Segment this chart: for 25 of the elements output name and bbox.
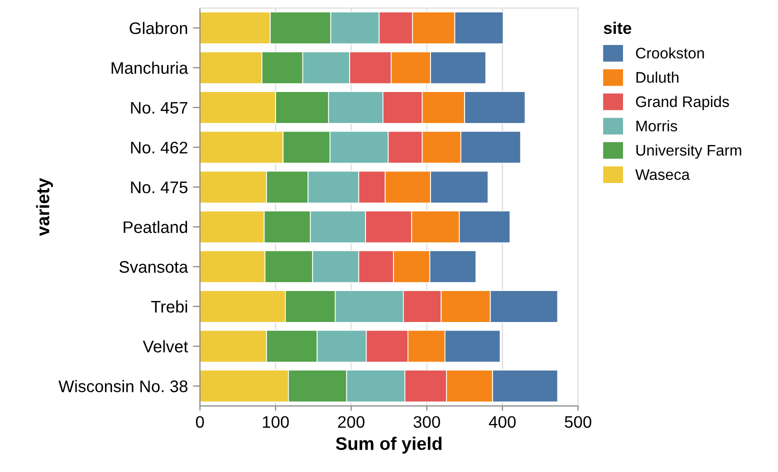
y-axis-title: variety: [36, 178, 53, 236]
y-tick-label: No. 462: [131, 142, 188, 154]
y-tick-label: Trebi: [151, 300, 188, 313]
x-tick-label: 400: [488, 416, 516, 428]
y-tick-label: No. 475: [131, 182, 188, 194]
y-tick-label: Wisconsin No. 38: [58, 380, 188, 392]
y-tick-label: No. 457: [131, 102, 188, 114]
x-tick-label: 300: [414, 416, 440, 428]
y-tick-label: Peatland: [124, 220, 188, 234]
y-tick-label: Velvet: [142, 340, 188, 352]
legend-label: Crookston: [636, 47, 704, 59]
legend-label: Morris: [636, 120, 678, 132]
x-tick-label: 200: [338, 416, 364, 428]
x-axis-title: Sum of yield: [336, 436, 442, 454]
legend-label: Waseca: [635, 169, 690, 180]
x-tick-label: 0: [196, 416, 204, 428]
y-tick-label: Manchuria: [112, 62, 188, 74]
legend-title: site: [604, 22, 632, 34]
x-tick-label: 100: [262, 416, 289, 428]
y-tick-label: Svansota: [119, 261, 188, 273]
legend-label: University Farm: [636, 144, 742, 159]
x-tick-label: 500: [564, 416, 592, 428]
legend-label: Grand Rapids: [636, 96, 729, 110]
y-tick-label: Glabron: [130, 22, 188, 34]
legend-label: Duluth: [636, 72, 678, 83]
